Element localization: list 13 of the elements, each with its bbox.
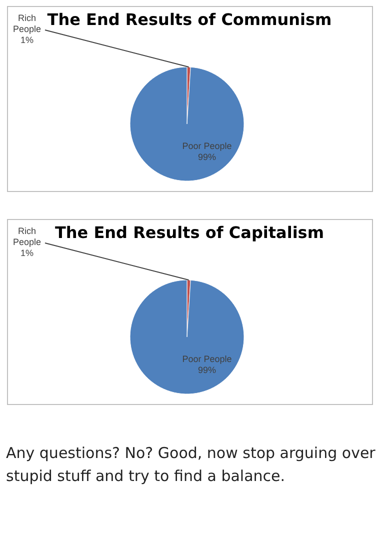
pie-slice bbox=[130, 280, 244, 394]
text: Any questions? No? Good, now stop arguing over stupid stuff and try to find a balance. bbox=[6, 443, 376, 487]
data-label: 99% bbox=[198, 152, 216, 162]
slice-label: Rich People bbox=[12, 13, 42, 34]
slice-label: Rich People bbox=[12, 226, 42, 247]
data-label: 1% bbox=[20, 248, 34, 258]
slice-label: Poor People bbox=[182, 141, 232, 151]
data-label: 1% bbox=[20, 35, 34, 45]
pie-slice bbox=[130, 66, 244, 182]
data-label: 99% bbox=[198, 365, 216, 375]
chart-title: The End Results of Capitalism bbox=[55, 223, 324, 242]
chart-title: The End Results of Communism bbox=[47, 10, 332, 29]
slice-label: Poor People bbox=[182, 354, 232, 364]
